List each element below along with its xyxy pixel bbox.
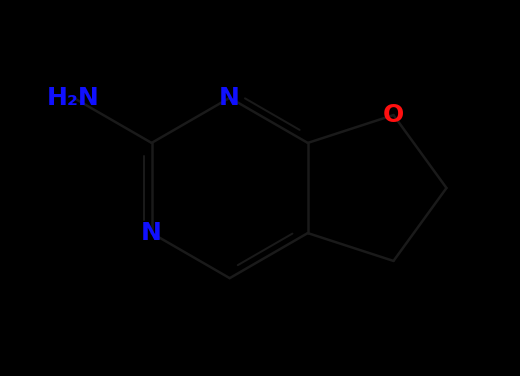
Text: N: N — [219, 86, 240, 110]
Text: O: O — [383, 103, 404, 127]
Text: H₂N: H₂N — [47, 86, 100, 110]
Text: N: N — [141, 221, 162, 245]
